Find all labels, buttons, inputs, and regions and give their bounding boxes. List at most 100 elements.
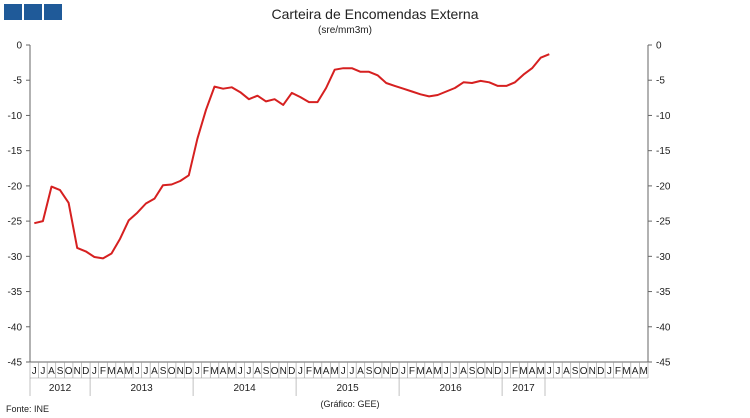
month-label: D xyxy=(391,366,398,377)
month-label: J xyxy=(195,366,200,377)
month-label: M xyxy=(331,366,339,377)
month-label: A xyxy=(563,366,570,377)
month-label: A xyxy=(632,366,639,377)
y-tick-label-right: -35 xyxy=(656,287,671,298)
month-label: N xyxy=(280,366,287,377)
month-label: M xyxy=(416,366,424,377)
y-tick-label-left: -10 xyxy=(8,111,23,122)
month-label: O xyxy=(374,366,382,377)
series-line xyxy=(34,53,550,260)
month-label: D xyxy=(185,366,192,377)
chart-title: Carteira de Encomendas Externa xyxy=(271,6,479,22)
month-label: M xyxy=(228,366,236,377)
month-label: F xyxy=(100,366,106,377)
y-tick-label-left: -35 xyxy=(8,287,23,298)
y-tick-label-right: -40 xyxy=(656,322,671,333)
logo-block xyxy=(4,4,22,20)
month-label: M xyxy=(640,366,648,377)
y-tick-label-left: -45 xyxy=(8,358,23,369)
month-label: M xyxy=(434,366,442,377)
month-label: J xyxy=(504,366,509,377)
month-label: A xyxy=(357,366,364,377)
month-label: J xyxy=(452,366,457,377)
month-label: A xyxy=(254,366,261,377)
month-label: N xyxy=(74,366,81,377)
month-label: F xyxy=(409,366,415,377)
month-label: J xyxy=(341,366,346,377)
month-label: N xyxy=(177,366,184,377)
month-label: A xyxy=(323,366,330,377)
month-label: J xyxy=(135,366,140,377)
month-label: S xyxy=(572,366,579,377)
y-tick-label-right: -15 xyxy=(656,146,671,157)
y-tick-label-left: -15 xyxy=(8,146,23,157)
month-label: O xyxy=(65,366,73,377)
source-note: Fonte: INE xyxy=(6,404,50,414)
month-label: M xyxy=(519,366,527,377)
month-label: S xyxy=(57,366,64,377)
year-label: 2013 xyxy=(130,383,153,394)
y-tick-label-right: -10 xyxy=(656,111,671,122)
year-label: 2012 xyxy=(49,383,72,394)
month-label: F xyxy=(306,366,312,377)
month-label: S xyxy=(469,366,476,377)
month-label: M xyxy=(125,366,133,377)
month-label: F xyxy=(615,366,621,377)
month-label: N xyxy=(383,366,390,377)
y-tick-label-right: -20 xyxy=(656,181,671,192)
y-tick-label-left: -20 xyxy=(8,181,23,192)
year-label: 2014 xyxy=(233,383,256,394)
month-label: S xyxy=(160,366,167,377)
logo xyxy=(4,4,64,20)
month-label: F xyxy=(512,366,518,377)
y-tick-label-left: -5 xyxy=(13,76,22,87)
month-label: M xyxy=(622,366,630,377)
logo-block xyxy=(24,4,42,20)
year-label: 2017 xyxy=(512,383,535,394)
month-label: D xyxy=(82,366,89,377)
month-label: A xyxy=(151,366,158,377)
month-label: J xyxy=(607,366,612,377)
month-label: A xyxy=(117,366,124,377)
month-label: N xyxy=(589,366,596,377)
month-label: A xyxy=(529,366,536,377)
month-label: D xyxy=(494,366,501,377)
month-label: N xyxy=(486,366,493,377)
month-label: J xyxy=(92,366,97,377)
month-label: J xyxy=(246,366,251,377)
logo-block xyxy=(44,4,62,20)
month-label: S xyxy=(366,366,373,377)
month-label: D xyxy=(288,366,295,377)
month-label: A xyxy=(48,366,55,377)
month-label: D xyxy=(597,366,604,377)
y-tick-label-left: 0 xyxy=(16,41,22,52)
year-label: 2016 xyxy=(439,383,462,394)
month-label: M xyxy=(210,366,218,377)
month-label: J xyxy=(32,366,37,377)
month-label: A xyxy=(426,366,433,377)
y-tick-label-right: 0 xyxy=(656,41,662,52)
month-label: O xyxy=(580,366,588,377)
y-tick-label-right: -25 xyxy=(656,217,671,228)
month-label: O xyxy=(477,366,485,377)
month-label: O xyxy=(271,366,279,377)
month-label: J xyxy=(555,366,560,377)
y-tick-label-left: -40 xyxy=(8,322,23,333)
month-label: J xyxy=(349,366,354,377)
month-label: A xyxy=(220,366,227,377)
month-label: A xyxy=(460,366,467,377)
month-label: J xyxy=(444,366,449,377)
month-label: J xyxy=(401,366,406,377)
credit-note: (Gráfico: GEE) xyxy=(320,399,380,409)
month-label: J xyxy=(547,366,552,377)
y-tick-label-right: -5 xyxy=(656,76,665,87)
month-label: J xyxy=(143,366,148,377)
y-tick-label-left: -30 xyxy=(8,252,23,263)
y-tick-label-right: -45 xyxy=(656,358,671,369)
month-label: J xyxy=(238,366,243,377)
month-label: M xyxy=(107,366,115,377)
month-label: M xyxy=(313,366,321,377)
month-label: O xyxy=(168,366,176,377)
month-label: M xyxy=(537,366,545,377)
